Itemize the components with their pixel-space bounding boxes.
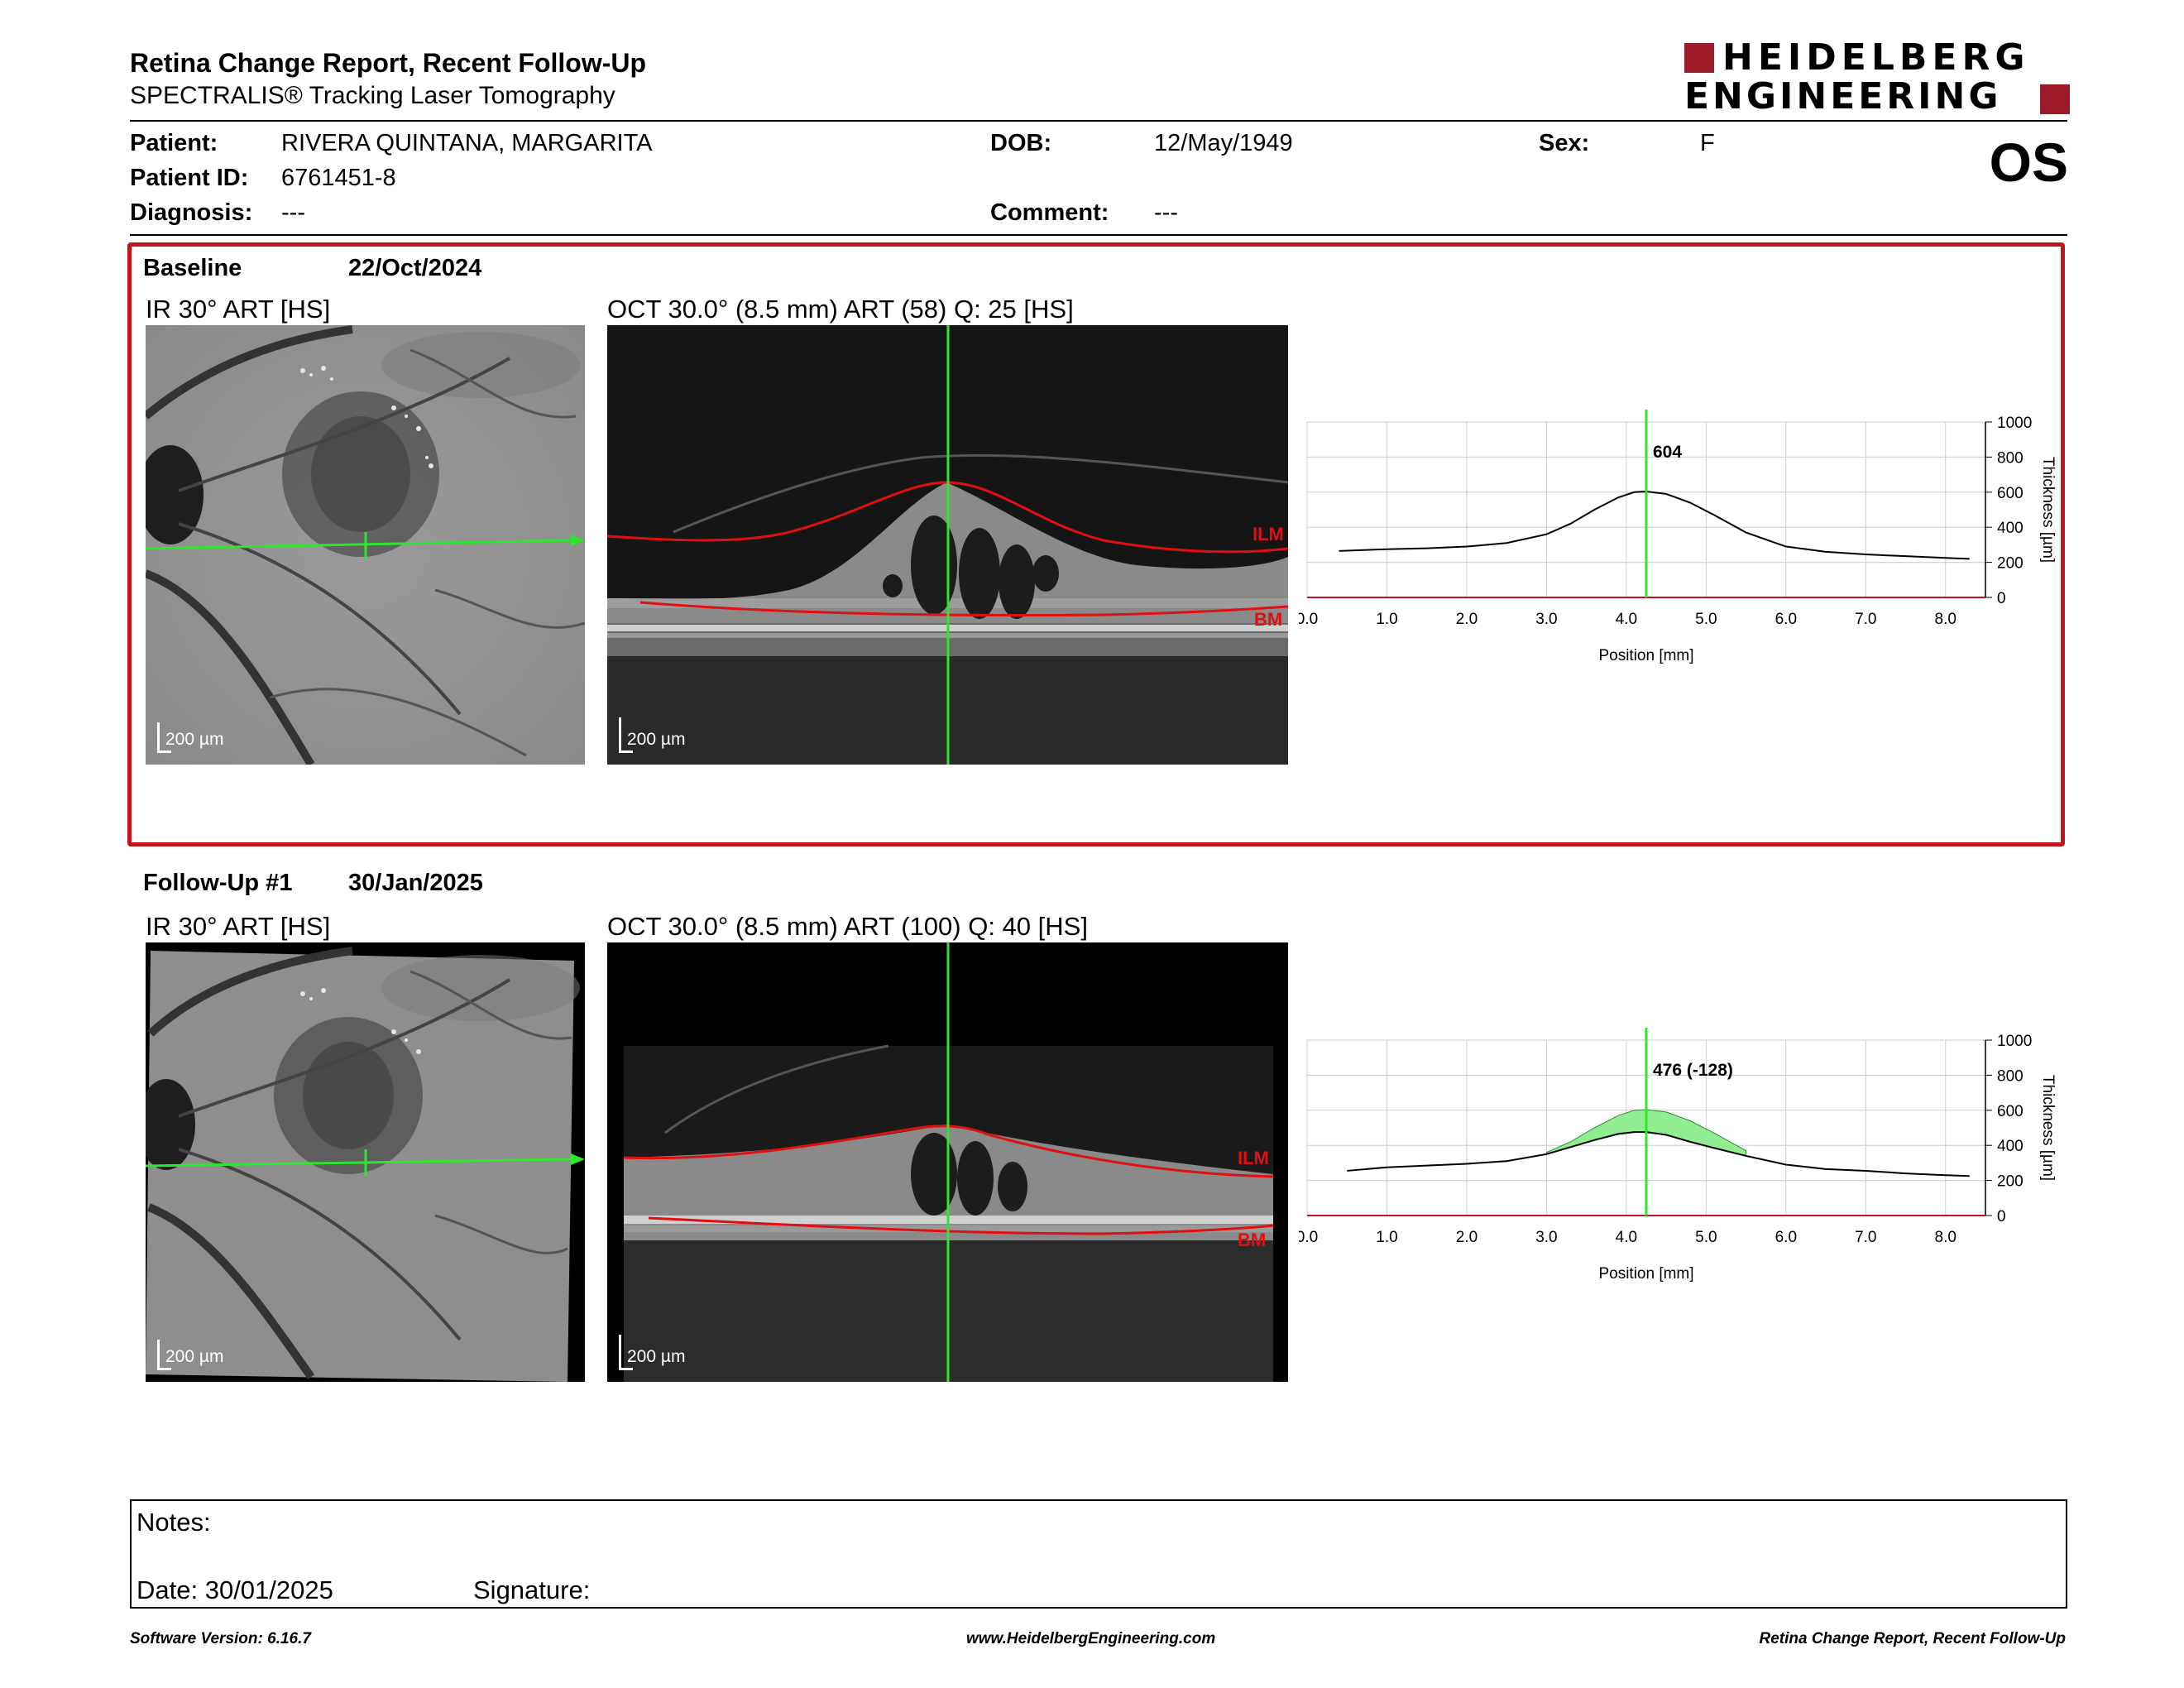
y-tick-label: 800: [1997, 449, 2024, 467]
followup-oct-title: OCT 30.0° (8.5 mm) ART (100) Q: 40 [HS]: [607, 912, 1088, 941]
followup-bm-label: BM: [1238, 1230, 1266, 1250]
y-axis-label: Thickness [µm]: [2039, 457, 2057, 563]
followup-ir-image: 200 µm: [146, 942, 585, 1382]
sex-label: Sex:: [1539, 130, 1590, 156]
comment-value: ---: [1154, 199, 1178, 226]
notes-box: Notes: Date: 30/01/2025 Signature:: [130, 1499, 2067, 1609]
y-tick-label: 600: [1997, 485, 2024, 502]
footer-software-version: Software Version: 6.16.7: [130, 1630, 311, 1647]
footer-report-name: Retina Change Report, Recent Follow-Up: [1759, 1630, 2066, 1647]
eye-label: OS: [1989, 132, 2068, 193]
dob-label: DOB:: [990, 130, 1052, 156]
logo-square-icon: [1684, 43, 1714, 73]
heidelberg-logo: HEIDELBERG ENGINEERING: [1684, 36, 2070, 117]
followup-date: 30/Jan/2025: [348, 870, 483, 896]
comment-label: Comment:: [990, 199, 1109, 226]
baseline-oct-title: OCT 30.0° (8.5 mm) ART (58) Q: 25 [HS]: [607, 295, 1074, 324]
baseline-ir-title: IR 30° ART [HS]: [146, 295, 331, 324]
followup-ilm-label: ILM: [1238, 1148, 1269, 1168]
x-tick-label: 5.0: [1695, 611, 1717, 628]
notes-date: Date: 30/01/2025: [136, 1575, 333, 1604]
diagnosis-value: ---: [281, 199, 305, 226]
x-tick-label: 2.0: [1456, 1229, 1478, 1246]
baseline-label: Baseline: [143, 255, 242, 281]
x-tick-label: 8.0: [1935, 611, 1956, 628]
y-tick-label: 600: [1997, 1103, 2024, 1120]
x-tick-label: 7.0: [1855, 1229, 1876, 1246]
cursor-value-label: 604: [1653, 443, 1682, 462]
report-subtitle: SPECTRALIS® Tracking Laser Tomography: [130, 82, 615, 109]
x-tick-label: 1.0: [1376, 611, 1397, 628]
x-tick-label: 1.0: [1376, 1229, 1397, 1246]
patient-id: 6761451-8: [281, 165, 396, 191]
x-axis-label: Position [mm]: [1598, 1265, 1693, 1283]
x-tick-label: 5.0: [1695, 1229, 1717, 1246]
y-tick-label: 400: [1997, 520, 2024, 537]
baseline-ir-image: 200 µm: [146, 325, 585, 765]
y-tick-label: 200: [1997, 555, 2024, 573]
header-rule: [130, 120, 2067, 122]
x-axis-label: Position [mm]: [1598, 647, 1693, 664]
notes-label: Notes:: [136, 1508, 211, 1537]
followup-thickness-chart: 0.0 1.0 2.0 3.0 4.0 5.0 6.0 7.0 8.0 0 200 400 600 800…: [1299, 1028, 2057, 1283]
cursor-value-label: 476 (-128): [1653, 1061, 1733, 1080]
y-tick-label: 200: [1997, 1173, 2024, 1191]
baseline-oct-image: ILM BM 200 µm: [607, 325, 1288, 765]
baseline-date: 22/Oct/2024: [348, 255, 482, 281]
x-tick-label: 8.0: [1935, 1229, 1956, 1246]
info-rule: [130, 234, 2067, 236]
y-axis-label: Thickness [µm]: [2039, 1075, 2057, 1181]
x-tick-label: 0.0: [1299, 611, 1318, 628]
diagnosis-label: Diagnosis:: [130, 199, 253, 226]
followup-ir-title: IR 30° ART [HS]: [146, 912, 331, 941]
x-tick-label: 6.0: [1775, 1229, 1797, 1246]
patient-id-label: Patient ID:: [130, 165, 249, 191]
baseline-thickness-chart: 0.0 1.0 2.0 3.0 4.0 5.0 6.0 7.0 8.0 0 200 400 600 800…: [1299, 410, 2057, 664]
dob-value: 12/May/1949: [1154, 130, 1293, 156]
x-tick-label: 0.0: [1299, 1229, 1318, 1246]
x-tick-label: 6.0: [1775, 611, 1797, 628]
patient-name: RIVERA QUINTANA, MARGARITA: [281, 130, 653, 156]
logo-line1: HEIDELBERG: [1722, 36, 2030, 79]
baseline-bm-label: BM: [1254, 609, 1282, 630]
followup-label: Follow-Up #1: [143, 870, 293, 896]
baseline-ilm-label: ILM: [1252, 524, 1284, 544]
report-title: Retina Change Report, Recent Follow-Up: [130, 48, 647, 78]
y-tick-label: 1000: [1997, 415, 2032, 432]
baseline-frame: [127, 242, 2065, 846]
footer-website: www.HeidelbergEngineering.com: [966, 1630, 1216, 1647]
x-tick-label: 7.0: [1855, 611, 1876, 628]
patient-label: Patient:: [130, 130, 218, 156]
signature-label: Signature:: [473, 1575, 591, 1604]
y-tick-label: 400: [1997, 1138, 2024, 1155]
followup-oct-image: ILM BM 200 µm: [607, 942, 1288, 1382]
y-tick-label: 1000: [1997, 1033, 2032, 1050]
logo-square2-icon: [2040, 84, 2070, 114]
sex-value: F: [1700, 130, 1715, 156]
y-tick-label: 0: [1997, 1208, 2006, 1225]
y-tick-label: 0: [1997, 590, 2006, 607]
x-tick-label: 4.0: [1616, 611, 1637, 628]
x-tick-label: 3.0: [1535, 611, 1557, 628]
x-tick-label: 4.0: [1616, 1229, 1637, 1246]
x-tick-label: 3.0: [1535, 1229, 1557, 1246]
y-tick-label: 800: [1997, 1067, 2024, 1085]
x-tick-label: 2.0: [1456, 611, 1478, 628]
logo-line2: ENGINEERING: [1684, 75, 2002, 117]
